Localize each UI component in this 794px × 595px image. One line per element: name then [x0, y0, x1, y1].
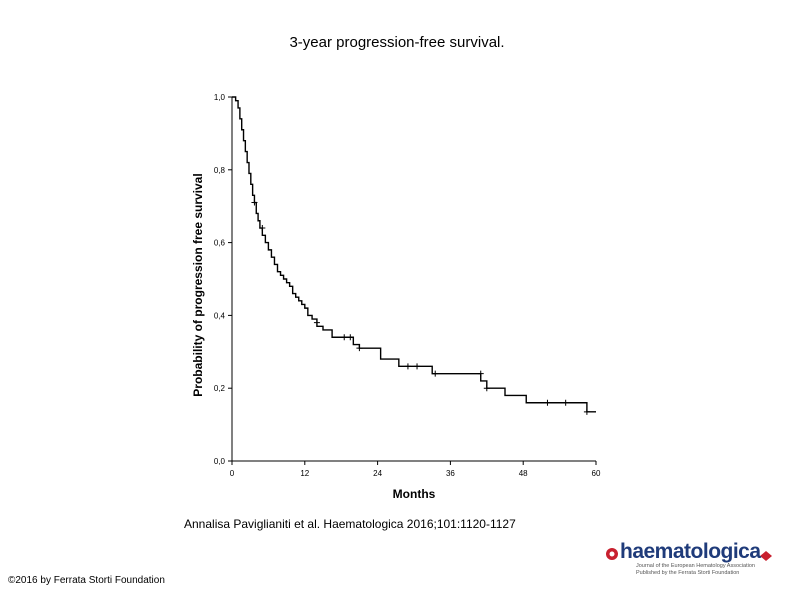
censor-mark — [414, 363, 421, 370]
x-tick-label: 24 — [373, 469, 382, 478]
logo-wordmark: haematologica — [620, 540, 761, 563]
y-tick-label: 0,0 — [214, 457, 226, 466]
citation: Annalisa Paviglianiti et al. Haematologi… — [184, 517, 516, 531]
x-tick-label: 12 — [300, 469, 309, 478]
page-title: 3-year progression-free survival. — [289, 34, 505, 51]
censor-mark — [562, 399, 569, 406]
survival-curve — [232, 96, 596, 413]
censor-marks — [251, 199, 590, 415]
logo-subline-1: Journal of the European Hematology Assoc… — [636, 563, 755, 569]
x-axis-label: Months — [393, 487, 436, 501]
y-axis-label: Probability of progression free survival — [191, 173, 205, 396]
y-tick-label: 1,0 — [214, 93, 226, 102]
x-tick-label: 0 — [230, 469, 235, 478]
x-ticks: 0 12 24 36 48 60 — [230, 461, 601, 478]
censor-mark — [544, 399, 551, 406]
x-tick-label: 60 — [592, 469, 601, 478]
logo-subline-2: Published by the Ferrata Storti Foundati… — [636, 570, 740, 576]
logo-mark-icon — [606, 548, 772, 561]
censor-mark — [583, 408, 590, 415]
censor-mark — [313, 319, 320, 326]
censor-mark — [432, 370, 439, 377]
x-tick-label: 48 — [519, 469, 528, 478]
y-tick-label: 0,2 — [214, 384, 226, 393]
censor-mark — [251, 199, 258, 206]
x-tick-label: 36 — [446, 469, 455, 478]
censor-mark — [259, 225, 266, 232]
copyright-notice: ©2016 by Ferrata Storti Foundation — [8, 575, 165, 586]
censor-mark — [404, 363, 411, 370]
censor-mark — [356, 345, 363, 352]
haematologica-logo[interactable]: haematologica Journal of the European He… — [600, 540, 790, 576]
y-tick-label: 0,6 — [214, 239, 226, 248]
y-tick-label: 0,8 — [214, 166, 226, 175]
censor-mark — [341, 334, 348, 341]
censor-mark — [477, 370, 484, 377]
y-ticks: 0,0 0,2 0,4 0,6 0,8 1,0 — [214, 93, 232, 466]
censor-mark — [483, 385, 490, 392]
y-tick-label: 0,4 — [214, 311, 226, 320]
censor-mark — [347, 334, 354, 341]
